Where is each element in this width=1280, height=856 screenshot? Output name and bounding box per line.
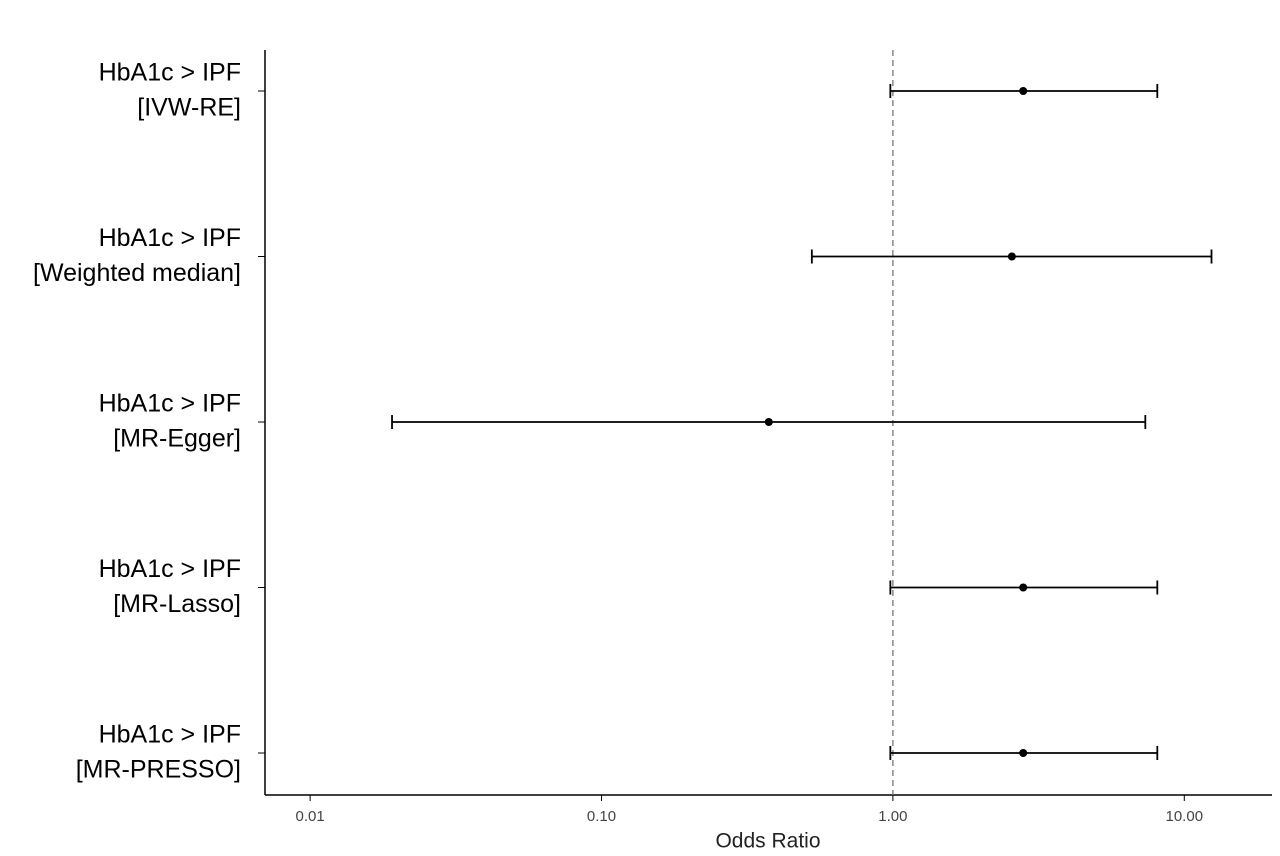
y-tick-label-line: HbA1c > IPF — [99, 224, 241, 252]
y-tick-label-line: HbA1c > IPF — [99, 720, 241, 748]
y-tick-label-line: [MR-PRESSO] — [76, 755, 241, 783]
point-estimate — [1019, 87, 1028, 95]
point-estimate — [1019, 583, 1028, 592]
y-tick-label: HbA1c > IPF [MR-Lasso] — [99, 555, 241, 618]
y-tick-label: HbA1c > IPF [Weighted median] — [33, 224, 241, 287]
y-tick-label: HbA1c > IPF [MR-PRESSO] — [76, 720, 241, 783]
y-tick-label-line: HbA1c > IPF — [99, 389, 241, 417]
x-tick-label: 10.00 — [1166, 808, 1204, 825]
point-estimate — [1019, 749, 1028, 757]
y-tick-label-line: HbA1c > IPF — [99, 555, 241, 583]
x-tick-label: 0.01 — [296, 808, 325, 825]
point-estimate — [764, 418, 773, 426]
y-tick-label-line: [MR-Egger] — [113, 424, 241, 452]
y-tick-label-line: HbA1c > IPF — [99, 58, 241, 86]
x-tick-label: 1.00 — [878, 808, 907, 825]
y-tick-label-line: [Weighted median] — [33, 259, 241, 287]
y-tick-label: HbA1c > IPF [MR-Egger] — [99, 389, 241, 452]
y-tick-label-line: [IVW-RE] — [137, 93, 241, 121]
y-tick-label: HbA1c > IPF [IVW-RE] — [99, 58, 241, 121]
x-tick-label: 0.10 — [587, 808, 616, 825]
y-tick-label-line: [MR-Lasso] — [113, 590, 241, 618]
point-estimate — [1007, 252, 1016, 261]
x-axis-label: Odds Ratio — [715, 830, 820, 853]
